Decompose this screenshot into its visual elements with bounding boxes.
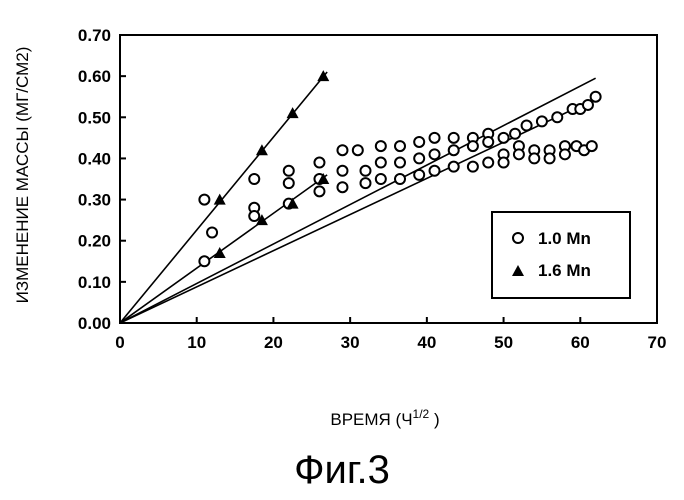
circle-point: [537, 116, 547, 126]
circle-point: [395, 158, 405, 168]
circle-point: [360, 178, 370, 188]
circle-point: [376, 141, 386, 151]
circle-point: [430, 149, 440, 159]
circle-point: [449, 145, 459, 155]
y-tick-label: 0.40: [78, 149, 111, 168]
circle-point: [414, 137, 424, 147]
circle-point: [552, 112, 562, 122]
x-axis-title-main: ВРЕМЯ (Ч: [330, 410, 412, 429]
circle-point: [199, 195, 209, 205]
circle-point: [207, 227, 217, 237]
legend: 1.0 Mn 1.6 Mn: [492, 212, 630, 298]
y-tick-label: 0.60: [78, 67, 111, 86]
circle-point: [249, 211, 259, 221]
y-tick-label: 0.20: [78, 232, 111, 251]
circle-point: [483, 137, 493, 147]
x-tick-label: 60: [571, 333, 590, 352]
legend-label-series-2: 1.6 Mn: [538, 261, 591, 280]
y-tick-label: 0.30: [78, 191, 111, 210]
circle-point: [468, 141, 478, 151]
circle-point: [314, 186, 324, 196]
circle-point: [395, 174, 405, 184]
circle-point: [414, 153, 424, 163]
x-tick-label: 30: [341, 333, 360, 352]
circle-point: [514, 149, 524, 159]
circle-point: [376, 158, 386, 168]
triangle-point: [214, 194, 226, 205]
y-tick-label: 0.00: [78, 314, 111, 333]
x-tick-label: 40: [417, 333, 436, 352]
legend-box: [492, 212, 630, 298]
circle-point: [337, 145, 347, 155]
circle-point: [414, 170, 424, 180]
circle-point: [583, 100, 593, 110]
circle-point: [284, 166, 294, 176]
circle-point: [449, 133, 459, 143]
circle-point: [560, 149, 570, 159]
circle-point: [510, 129, 520, 139]
circle-point: [430, 133, 440, 143]
circle-point: [529, 153, 539, 163]
circle-point: [199, 256, 209, 266]
axis-ticks: 0 10 20 30 40 50 60 70 0.00 0.10 0.20 0.30 0.40 0.50 0…: [78, 26, 667, 352]
x-tick-label: 50: [494, 333, 513, 352]
circle-point: [591, 92, 601, 102]
circle-point: [522, 121, 532, 131]
triangle-point: [317, 70, 329, 81]
x-axis-title: ВРЕМЯ (Ч1/2 ): [330, 407, 439, 429]
circle-point: [337, 182, 347, 192]
circle-point: [314, 158, 324, 168]
x-tick-label: 70: [648, 333, 667, 352]
circle-point: [249, 174, 259, 184]
circle-point: [337, 166, 347, 176]
circle-point: [430, 166, 440, 176]
x-axis-title-sup: 1/2: [413, 407, 430, 421]
circle-point: [499, 133, 509, 143]
x-tick-label: 20: [264, 333, 283, 352]
circle-point: [360, 166, 370, 176]
circle-point: [353, 145, 363, 155]
circle-point: [284, 178, 294, 188]
circle-point: [449, 162, 459, 172]
y-tick-label: 0.50: [78, 108, 111, 127]
circle-point: [545, 153, 555, 163]
circle-point: [468, 162, 478, 172]
circle-point: [395, 141, 405, 151]
y-tick-label: 0.10: [78, 273, 111, 292]
circle-point: [587, 141, 597, 151]
x-tick-label: 0: [115, 333, 124, 352]
circle-point: [483, 158, 493, 168]
x-axis-title-tail: ): [429, 410, 439, 429]
figure-caption: Фиг.3: [0, 448, 684, 493]
y-tick-label: 0.70: [78, 26, 111, 45]
legend-label-series-1: 1.0 Mn: [538, 229, 591, 248]
x-tick-label: 10: [187, 333, 206, 352]
circle-point: [376, 174, 386, 184]
y-axis-title: ИЗМЕНЕНИЕ МАССЫ (МГ/СМ2): [13, 47, 32, 304]
circle-point: [499, 158, 509, 168]
